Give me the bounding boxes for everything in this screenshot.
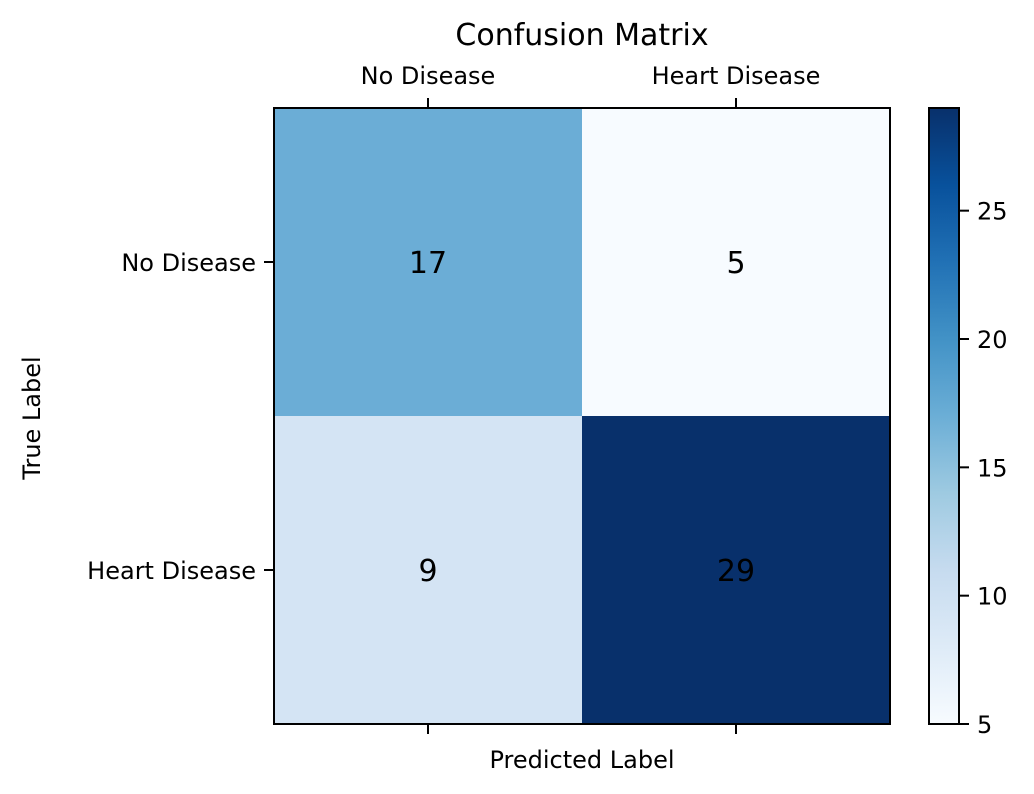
cell-value-1-0: 9 bbox=[418, 554, 437, 589]
colorbar-tick-label-2: 15 bbox=[977, 454, 1008, 482]
x-tick-label-0: No Disease bbox=[361, 62, 496, 90]
colorbar-tick-label-4: 25 bbox=[977, 198, 1008, 226]
heatmap-cell-0-0 bbox=[274, 108, 582, 416]
colorbar-tick-label-1: 10 bbox=[977, 583, 1008, 611]
colorbar bbox=[928, 107, 960, 725]
heatmap-cell-1-0 bbox=[274, 416, 582, 724]
chart-title: Confusion Matrix bbox=[455, 18, 708, 53]
heatmap-cell-1-1 bbox=[582, 416, 890, 724]
colorbar-tick-label-3: 20 bbox=[977, 326, 1008, 354]
colorbar-tick-label-0: 5 bbox=[977, 711, 992, 739]
plot-frame bbox=[273, 107, 891, 725]
cell-value-0-1: 5 bbox=[726, 246, 745, 281]
y-tick-label-0: No Disease bbox=[121, 249, 256, 277]
heatmap-cell-0-1 bbox=[582, 108, 890, 416]
x-tick-label-1: Heart Disease bbox=[652, 62, 821, 90]
y-axis-label: True Label bbox=[18, 356, 46, 480]
y-tick-label-1: Heart Disease bbox=[87, 557, 256, 585]
cell-value-0-0: 17 bbox=[409, 246, 447, 281]
x-axis-label: Predicted Label bbox=[489, 746, 674, 774]
cell-value-1-1: 29 bbox=[717, 554, 755, 589]
